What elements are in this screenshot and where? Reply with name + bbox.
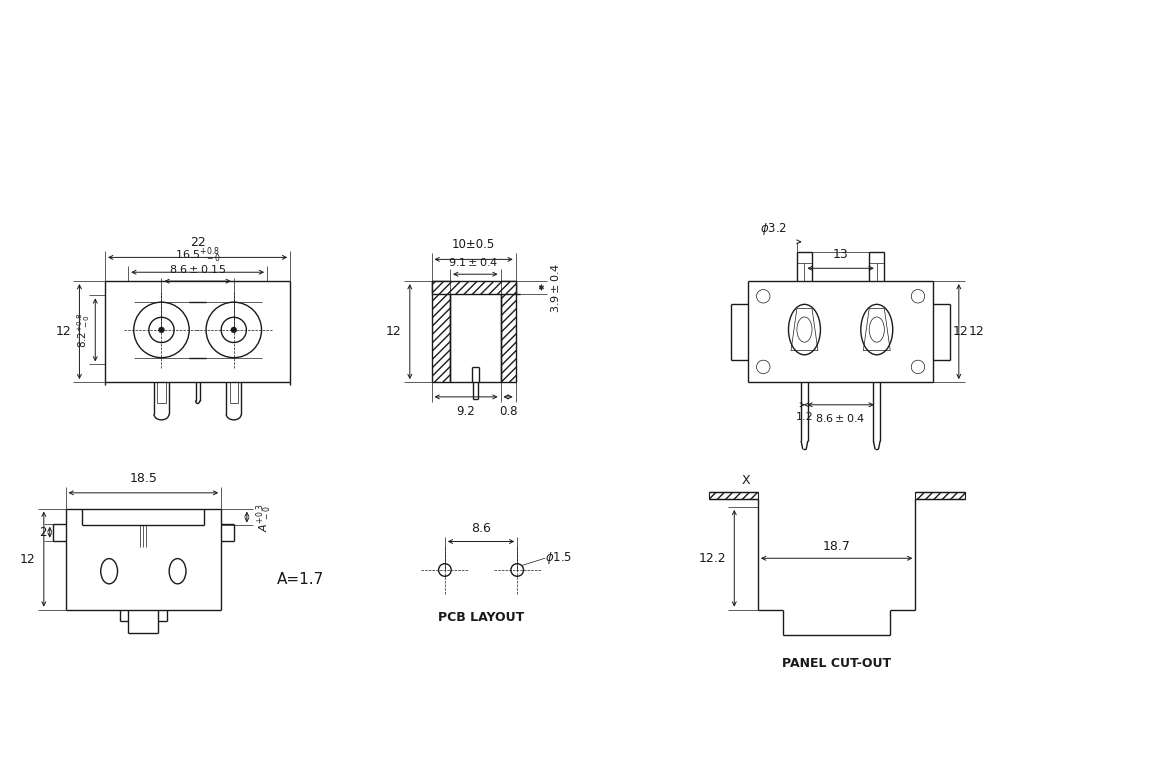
Text: 18.7: 18.7	[823, 540, 851, 554]
Text: $8.6\pm0.15$: $8.6\pm0.15$	[169, 263, 226, 275]
Text: $3.9\pm0.4$: $3.9\pm0.4$	[549, 262, 562, 313]
Text: 12: 12	[55, 325, 71, 338]
Text: 9.2: 9.2	[457, 405, 475, 418]
Text: 22: 22	[190, 236, 205, 249]
Text: 10±0.5: 10±0.5	[452, 239, 496, 252]
Text: 2: 2	[39, 526, 47, 539]
Bar	[915, 492, 965, 499]
Text: 1.2: 1.2	[796, 411, 813, 422]
Text: 18.5: 18.5	[129, 472, 157, 485]
Bar	[709, 492, 758, 499]
Text: 12: 12	[386, 325, 402, 338]
Text: $8.2^{+0.8}_{\ -0}$: $8.2^{+0.8}_{\ -0}$	[75, 312, 92, 347]
Bar	[431, 281, 450, 382]
Text: 0.8: 0.8	[499, 405, 518, 418]
Text: $\phi1.5$: $\phi1.5$	[545, 550, 573, 566]
Circle shape	[231, 327, 236, 333]
Text: A=1.7: A=1.7	[277, 572, 324, 587]
Text: $16.5^{+0.8}_{\ \ -0}$: $16.5^{+0.8}_{\ \ -0}$	[175, 245, 220, 266]
Text: 12: 12	[954, 325, 969, 338]
Text: $8.6\pm0.4$: $8.6\pm0.4$	[815, 411, 866, 424]
Text: 12: 12	[969, 325, 985, 338]
Text: $9.1\pm0.4$: $9.1\pm0.4$	[449, 256, 499, 269]
Text: 12: 12	[20, 553, 36, 566]
Text: 12.2: 12.2	[699, 552, 726, 565]
Text: PANEL CUT-OUT: PANEL CUT-OUT	[782, 656, 891, 669]
Text: 13: 13	[832, 249, 849, 262]
Text: PCB LAYOUT: PCB LAYOUT	[438, 611, 525, 625]
Text: $\phi3.2$: $\phi3.2$	[760, 221, 786, 237]
Bar	[431, 281, 515, 294]
Circle shape	[158, 327, 165, 333]
Text: X: X	[741, 474, 751, 487]
Text: $A^{+0.3}_{\ -0}$: $A^{+0.3}_{\ -0}$	[255, 503, 274, 532]
Bar	[500, 281, 515, 382]
Text: 8.6: 8.6	[472, 522, 491, 534]
